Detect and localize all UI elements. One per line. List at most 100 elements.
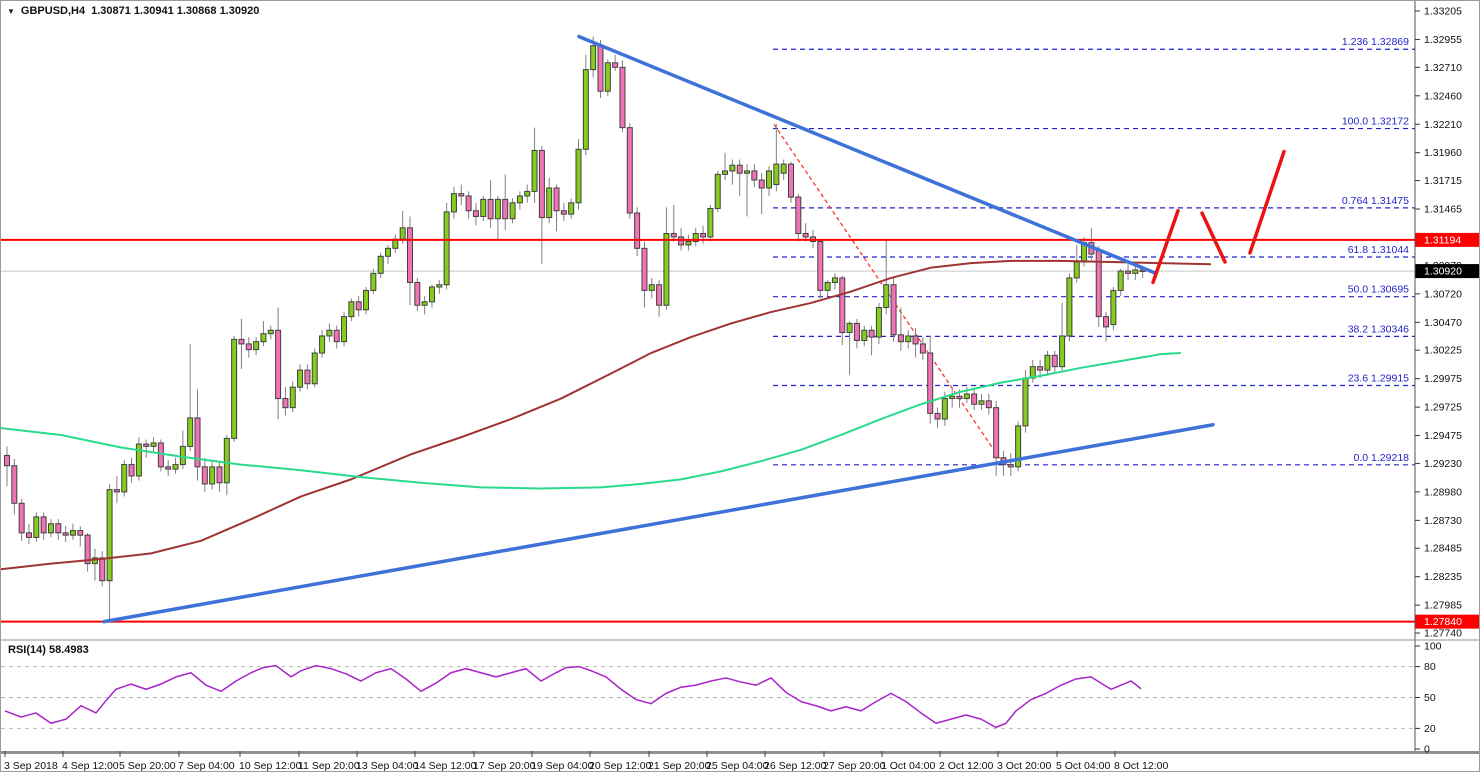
time-tick-label: 2 Oct 12:00 bbox=[939, 760, 993, 772]
candle-body bbox=[568, 202, 575, 215]
ohlc-quotes: 1.30871 1.30941 1.30868 1.30920 bbox=[91, 5, 260, 17]
projection-arrows[interactable] bbox=[1151, 149, 1286, 285]
price-tag-value: 1.31194 bbox=[1424, 234, 1461, 246]
candle-body bbox=[839, 277, 846, 334]
price-tick-label: 1.28980 bbox=[1424, 486, 1462, 498]
horizontal-support-resistance-lines[interactable] bbox=[1, 238, 1415, 623]
candle-body bbox=[311, 352, 318, 385]
rsi-time-separator[interactable] bbox=[1, 751, 1480, 754]
candle-body bbox=[304, 369, 311, 385]
candle-body bbox=[502, 198, 509, 220]
candle-body bbox=[341, 316, 348, 343]
price-tags: 1.31194 1.30920 1.27840 bbox=[1415, 232, 1479, 629]
symbol-dropdown-icon[interactable]: ▼ bbox=[7, 6, 15, 16]
fib-level-label: 0.764 1.31475 bbox=[1342, 195, 1409, 207]
fibonacci-retracement[interactable]: 1.236 1.32869 100.0 1.32172 0.764 1.31475 6… bbox=[773, 36, 1415, 466]
candle-body bbox=[707, 207, 714, 238]
fib-level-label: 100.0 1.32172 bbox=[1342, 116, 1409, 128]
time-tick-label: 13 Sep 04:00 bbox=[356, 760, 419, 772]
candle-body bbox=[18, 502, 25, 534]
candle-body bbox=[714, 173, 721, 209]
moving-averages bbox=[1, 259, 1212, 571]
price-tag-value: 1.30920 bbox=[1424, 266, 1462, 278]
price-tick-label: 1.32955 bbox=[1424, 34, 1462, 46]
price-tick-label: 1.32460 bbox=[1424, 90, 1462, 102]
candle-body bbox=[275, 329, 282, 400]
candle-body bbox=[758, 179, 765, 189]
candle-body bbox=[949, 395, 956, 400]
candle-body bbox=[385, 247, 392, 257]
price-tick-label: 1.29725 bbox=[1424, 402, 1462, 414]
candle-body bbox=[289, 386, 296, 409]
candle-body bbox=[590, 45, 597, 71]
candle-body bbox=[494, 198, 501, 220]
price-tick-label: 1.30720 bbox=[1424, 288, 1462, 300]
candle-body bbox=[663, 233, 670, 306]
price-tick-label: 1.31465 bbox=[1424, 204, 1462, 216]
candle-body bbox=[1059, 335, 1066, 368]
candle-body bbox=[1015, 425, 1022, 468]
candle-body bbox=[69, 530, 76, 536]
candle-body bbox=[890, 284, 897, 336]
candle-body bbox=[941, 398, 948, 420]
time-tick-label: 14 Sep 12:00 bbox=[414, 760, 477, 772]
candle-body bbox=[993, 407, 1000, 459]
candle-body bbox=[787, 163, 794, 198]
price-tick-label: 1.27985 bbox=[1424, 600, 1462, 612]
candle-body bbox=[656, 284, 663, 306]
candle-body bbox=[450, 193, 457, 213]
candle-body bbox=[40, 516, 47, 534]
candle-body bbox=[121, 464, 128, 493]
projection-stroke[interactable] bbox=[1248, 149, 1286, 255]
candle-body bbox=[582, 69, 589, 150]
candle-body bbox=[326, 329, 333, 337]
candle-body bbox=[641, 247, 648, 291]
candle-body bbox=[927, 352, 934, 414]
candle-body bbox=[282, 398, 289, 409]
candle-body bbox=[875, 307, 882, 338]
time-axis: 3 Sep 2018 4 Sep 12:00 5 Sep 20:00 7 Sep 04… bbox=[4, 751, 1168, 772]
candle-body bbox=[729, 164, 736, 172]
candle-body bbox=[472, 210, 479, 217]
candle-body bbox=[458, 193, 465, 197]
candle-body bbox=[509, 202, 516, 220]
descending-trendline[interactable] bbox=[577, 34, 1158, 276]
candle-body bbox=[619, 66, 626, 129]
candle-body bbox=[216, 466, 223, 484]
time-tick-label: 20 Sep 12:00 bbox=[589, 760, 652, 772]
trendlines[interactable] bbox=[102, 34, 1215, 624]
time-tick-label: 21 Sep 20:00 bbox=[648, 760, 711, 772]
ascending-trendline[interactable] bbox=[102, 422, 1215, 624]
candle-body bbox=[106, 489, 113, 582]
candle-body bbox=[604, 62, 611, 92]
projection-stroke[interactable] bbox=[1151, 209, 1180, 285]
candle-body bbox=[399, 227, 406, 240]
fib-level-label: 1.236 1.32869 bbox=[1342, 36, 1409, 48]
candle-body bbox=[897, 334, 904, 343]
candle-body bbox=[648, 284, 655, 291]
price-tick-label: 1.29975 bbox=[1424, 373, 1462, 385]
candle-body bbox=[751, 170, 758, 181]
candlesticks bbox=[4, 36, 1146, 621]
price-tick-label: 1.32710 bbox=[1424, 62, 1462, 74]
rsi-tick-label: 20 bbox=[1424, 723, 1436, 735]
candle-body bbox=[766, 170, 773, 189]
candle-body bbox=[1051, 354, 1058, 368]
price-tag bbox=[1415, 264, 1479, 279]
price-tick-label: 1.33205 bbox=[1424, 6, 1462, 18]
rsi-indicator-line bbox=[4, 664, 1142, 729]
candle-body bbox=[209, 466, 216, 485]
candle-body bbox=[868, 329, 875, 338]
candle-body bbox=[84, 534, 91, 565]
candle-body bbox=[99, 557, 106, 582]
price-tick-label: 1.28485 bbox=[1424, 543, 1462, 555]
candle-body bbox=[487, 198, 494, 220]
candle-body bbox=[135, 443, 142, 477]
candle-body bbox=[612, 62, 619, 68]
candle-body bbox=[436, 284, 443, 288]
candle-body bbox=[348, 301, 355, 318]
time-tick-label: 17 Sep 20:00 bbox=[473, 760, 536, 772]
projection-stroke[interactable] bbox=[1200, 211, 1227, 264]
